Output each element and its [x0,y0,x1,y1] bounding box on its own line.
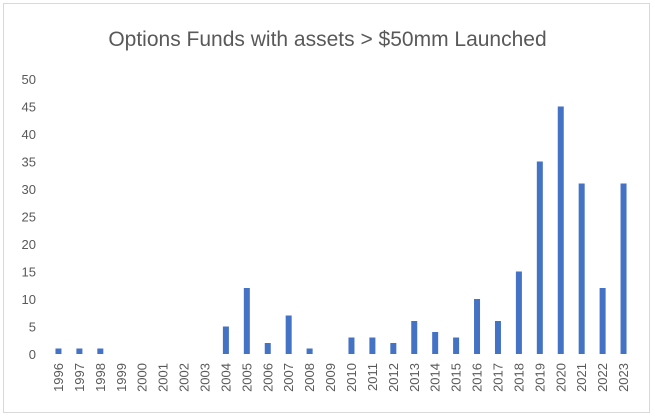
x-tick-label: 2003 [197,363,212,392]
x-tick-label: 2002 [177,363,192,392]
y-tick-label: 40 [22,127,36,142]
bar [285,315,292,354]
x-tick-label: 2000 [135,363,150,392]
x-tick-label: 2017 [490,363,505,392]
x-tick-label: 2023 [616,363,631,392]
y-axis: 0 5 10 15 20 25 30 35 40 45 50 [22,72,36,362]
bar [369,337,376,354]
bar [494,321,501,354]
x-tick-label: 2018 [511,363,526,392]
x-tick-label: 2005 [239,363,254,392]
x-tick-label: 2010 [344,363,359,392]
y-tick-label: 15 [22,265,36,280]
chart-title: Options Funds with assets > $50mm Launch… [108,28,547,51]
bar [306,348,313,354]
x-tick-label: 2004 [218,363,233,392]
x-tick-label: 2021 [574,363,589,392]
bar [390,343,397,354]
bar [76,348,83,354]
bar [599,288,606,354]
y-tick-label: 35 [22,155,36,170]
bar [411,321,418,354]
y-tick-label: 50 [22,72,36,87]
x-tick-label: 2014 [428,363,443,392]
x-axis: 1996 1997 1998 1999 2000 2001 2002 2003 2004 2005… [51,363,631,392]
y-tick-label: 5 [29,320,36,335]
y-tick-label: 45 [22,100,36,115]
y-tick-label: 20 [22,237,36,252]
bar [515,271,522,354]
y-tick-label: 0 [29,347,36,362]
bar [453,337,460,354]
x-tick-label: 2013 [407,363,422,392]
bar [243,288,250,354]
x-tick-label: 1999 [114,363,129,392]
bar [474,299,481,354]
x-tick-label: 1997 [72,363,87,392]
y-tick-label: 30 [22,182,36,197]
x-tick-label: 2022 [595,363,610,392]
bar [557,106,564,354]
x-tick-label: 2019 [532,363,547,392]
y-tick-label: 10 [22,292,36,307]
x-tick-label: 2012 [386,363,401,392]
x-tick-label: 2015 [449,363,464,392]
x-tick-label: 2011 [365,363,380,391]
x-tick-label: 2016 [470,363,485,392]
bar [620,183,627,354]
x-tick-label: 2007 [281,363,296,392]
y-tick-label: 25 [22,210,36,225]
bar [55,348,62,354]
x-tick-label: 2008 [302,363,317,392]
bar [264,343,271,354]
x-tick-label: 1998 [93,363,108,392]
bar [348,337,355,354]
x-tick-label: 2009 [323,363,338,392]
bar [432,332,439,354]
bar [578,183,585,354]
x-tick-label: 1996 [51,363,66,392]
bar [97,348,104,354]
x-tick-label: 2001 [156,363,171,392]
bars [55,106,627,354]
bar [536,161,543,354]
x-tick-label: 2020 [553,363,568,392]
x-tick-label: 2006 [260,363,275,392]
bar [222,326,229,354]
